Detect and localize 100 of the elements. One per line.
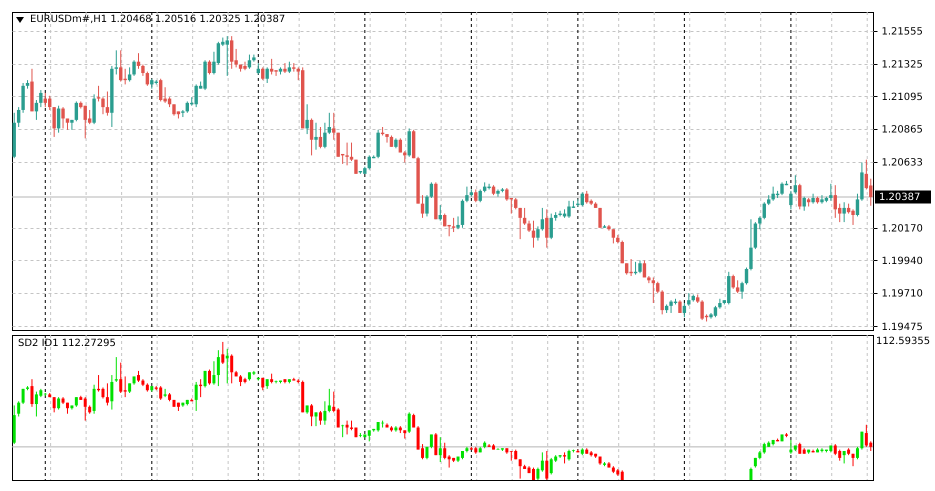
y-tick-label: 1.20633 [882,158,923,169]
candlestick [226,348,229,384]
candlestick [346,420,349,435]
candlestick [52,396,56,413]
candlestick [456,216,460,230]
candlestick [620,240,624,264]
candlestick [34,100,38,120]
candlestick [194,381,198,412]
chart-title: SD2 ID1 112.27295 [18,338,116,349]
candlestick [39,90,43,108]
candlestick [168,96,172,108]
candlestick [412,413,416,428]
candlestick [522,207,526,226]
candlestick [598,207,602,228]
candlestick [101,386,104,400]
candlestick [74,100,78,122]
y-tick-label: 1.19940 [882,256,923,267]
candlestick [30,378,34,408]
candlestick [141,64,145,76]
candlestick [239,374,242,387]
candlestick [834,444,837,456]
candlestick [323,122,327,149]
candlestick [430,182,434,198]
candlestick [682,302,686,318]
candlestick [443,442,446,460]
candlestick [798,183,802,210]
candlestick [403,150,406,163]
candlestick [687,292,691,306]
candlestick [56,105,60,134]
candlestick [106,382,109,406]
candlestick [92,384,96,414]
candlestick [660,290,664,315]
y-tick-label: 1.20170 [882,223,923,234]
candlestick [842,202,846,223]
candlestick [314,122,318,150]
candlestick [842,450,846,464]
candlestick [474,188,478,203]
candlestick [740,281,744,300]
candlestick [74,396,78,408]
candlestick [669,300,673,314]
candlestick [221,341,224,364]
candlestick [336,408,340,428]
candlestick [758,216,762,230]
candlestick [310,404,314,427]
candlestick [323,400,326,426]
candlestick [794,174,798,194]
candlestick [96,85,100,102]
y-tick-label: 1.20865 [882,124,923,136]
candlestick [136,52,140,70]
candlestick [852,453,855,467]
candlestick [452,217,456,233]
candlestick [208,60,212,75]
candlestick [408,412,411,434]
candlestick [314,412,318,427]
candlestick [328,388,331,413]
candlestick [656,281,660,294]
candlestick [123,68,127,85]
candlestick [186,100,190,114]
candlestick [545,450,548,480]
candlestick [563,452,566,464]
candlestick [248,54,252,70]
candlestick [505,188,509,202]
candlestick [860,431,864,450]
candlestick [110,374,114,410]
y-tick-label: 1.21555 [882,26,923,38]
candlestick [136,370,140,382]
candlestick [114,356,118,382]
candlestick [762,202,766,220]
candlestick [305,104,309,135]
candlestick [514,197,518,210]
y-tick-label: 1.21095 [882,92,923,103]
candlestick [212,360,216,386]
candlestick [652,276,656,304]
candlestick [256,62,260,75]
candlestick [550,213,553,240]
candlestick [518,458,522,480]
candlestick [718,298,722,310]
candlestick [838,449,842,462]
candlestick [345,142,349,166]
candlestick [146,71,150,86]
candlestick [545,208,548,248]
candlestick [811,193,815,204]
candlestick [265,66,269,84]
candlestick [789,190,793,210]
candlestick [762,442,766,454]
candlestick [678,300,682,314]
candlestick [465,186,469,203]
candlestick [216,350,220,387]
candlestick [17,400,20,417]
candlestick [550,457,553,475]
candlestick [328,112,332,135]
candlestick [732,274,735,290]
candlestick [430,434,433,449]
text: 112.59355 [876,336,930,347]
candlestick [425,446,428,460]
candlestick [52,106,56,138]
candlestick [204,370,207,388]
candlestick [642,260,646,278]
candlestick [288,61,292,74]
candlestick [66,402,69,414]
